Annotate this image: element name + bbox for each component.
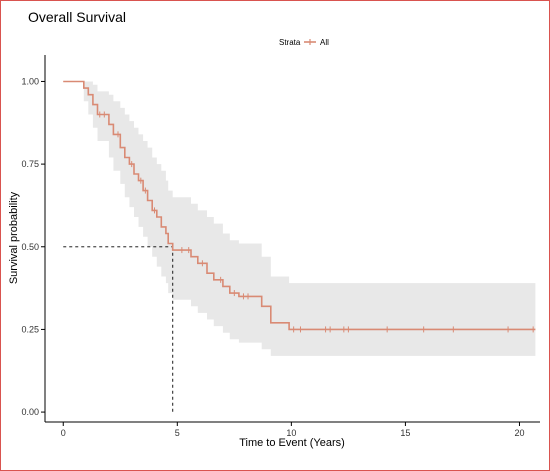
confidence-band-layer bbox=[63, 81, 536, 356]
x-tick-label: 0 bbox=[61, 428, 66, 438]
legend-entry-all: All bbox=[320, 38, 329, 47]
y-axis-label: Survival probability bbox=[8, 191, 20, 284]
censor-marks-layer bbox=[99, 111, 534, 333]
x-tick-label: 10 bbox=[286, 428, 296, 438]
survival-curve-all bbox=[63, 80, 536, 331]
y-tick-label: 0.00 bbox=[21, 407, 39, 417]
y-ticks: 0.00 0.25 0.50 0.75 1.00 bbox=[21, 76, 45, 417]
x-tick-label: 15 bbox=[400, 428, 410, 438]
y-tick-label: 0.25 bbox=[21, 324, 39, 334]
confidence-band bbox=[63, 81, 536, 356]
legend-title: Strata bbox=[279, 38, 301, 47]
x-ticks: 0 5 10 15 20 bbox=[61, 422, 524, 438]
legend: Strata All bbox=[279, 38, 329, 47]
x-axis-label: Time to Event (Years) bbox=[239, 437, 345, 449]
median-lines bbox=[63, 246, 174, 413]
y-tick-label: 0.50 bbox=[21, 242, 39, 252]
x-tick-label: 20 bbox=[514, 428, 524, 438]
y-tick-label: 0.75 bbox=[21, 159, 39, 169]
chart-title: Overall Survival bbox=[28, 9, 126, 25]
x-tick-label: 5 bbox=[175, 428, 180, 438]
y-tick-label: 1.00 bbox=[21, 76, 39, 86]
survival-curve-layer bbox=[63, 80, 536, 331]
